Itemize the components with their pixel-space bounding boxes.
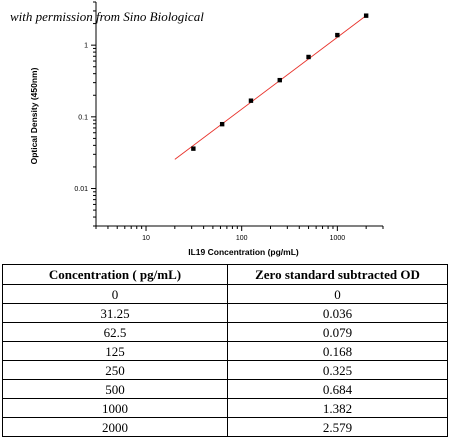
concentration-cell: 500 [2,379,228,399]
fit-line [174,15,367,160]
x-tick-label: 100 [236,235,248,242]
od-cell: 2.579 [227,417,448,437]
table-header-row: Concentration ( pg/mL) Zero standard sub… [2,264,448,285]
table-row: 1000 1.382 [2,398,448,418]
od-cell: 0.325 [227,360,448,380]
od-cell: 0 [227,284,448,304]
data-point [277,77,282,83]
x-tick-label: 10 [142,235,150,242]
data-point [363,13,369,18]
standard-curve-chart: 10 100 1000 0.01 0.1 1 IL19 Concentration (pg/… [29,1,384,257]
concentration-cell: 31.25 [2,303,228,323]
od-cell: 1.382 [227,398,448,418]
od-cell: 0.684 [227,379,448,399]
table-row: 125 0.168 [2,341,448,361]
data-point [335,32,340,38]
od-cell: 0.168 [227,341,448,361]
table-row: 0 0 [2,284,448,304]
concentration-cell: 2000 [2,417,228,437]
concentration-cell: 1000 [2,398,228,418]
table-row: 2000 2.579 [2,417,448,437]
table-row: 31.25 0.036 [2,303,448,323]
x-tick-label: 1000 [330,235,346,242]
y-tick-label: 1 [84,43,88,50]
od-cell: 0.079 [227,322,448,342]
table-row: 500 0.684 [2,379,448,399]
table-row: 62.5 0.079 [2,322,448,342]
concentration-cell: 125 [2,341,228,361]
table-row: 250 0.325 [2,360,448,380]
data-point [219,121,225,127]
data-point [191,146,196,151]
data-point [248,98,254,103]
concentration-cell: 62.5 [2,322,228,342]
od-cell: 0.036 [227,303,448,323]
concentration-cell: 0 [2,284,228,304]
od-header: Zero standard subtracted OD [227,264,448,285]
od-table: Concentration ( pg/mL) Zero standard sub… [2,264,448,437]
concentration-header: Concentration ( pg/mL) [2,264,228,285]
y-tick-label: 0.01 [74,186,88,193]
x-axis-title: IL19 Concentration (pg/mL) [188,247,299,257]
y-tick-label: 0.1 [78,114,88,121]
concentration-cell: 250 [2,360,228,380]
watermark-text: with permission from Sino Biological [10,9,204,24]
data-point [306,54,311,60]
y-axis-title: Optical Density (450nm) [29,67,39,164]
